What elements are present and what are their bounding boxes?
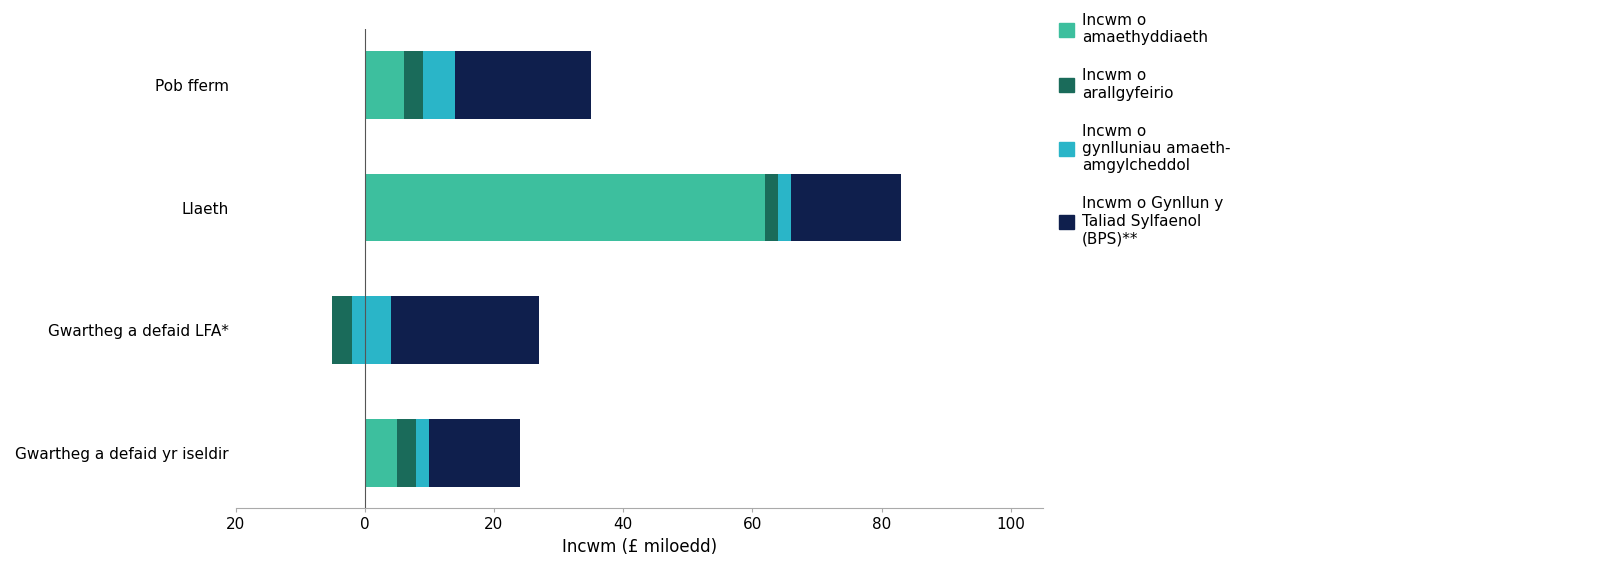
Bar <box>779 174 791 242</box>
Bar <box>391 296 540 364</box>
Bar <box>333 296 352 364</box>
Bar <box>791 174 900 242</box>
Bar <box>365 419 397 486</box>
Bar <box>404 51 423 119</box>
Bar <box>365 174 766 242</box>
Legend: Incwm o
amaethyddiaeth, Incwm o
arallgyfeirio, Incwm o
gynlluniau amaeth-
amgylc: Incwm o amaethyddiaeth, Incwm o arallgyf… <box>1059 13 1230 246</box>
Bar <box>397 419 417 486</box>
Bar <box>455 51 591 119</box>
X-axis label: Incwm (£ miloedd): Incwm (£ miloedd) <box>562 538 716 556</box>
Bar <box>333 296 365 364</box>
Bar <box>429 419 519 486</box>
Bar <box>766 174 779 242</box>
Bar <box>417 419 429 486</box>
Bar <box>423 51 455 119</box>
Bar <box>365 51 404 119</box>
Bar <box>352 296 391 364</box>
